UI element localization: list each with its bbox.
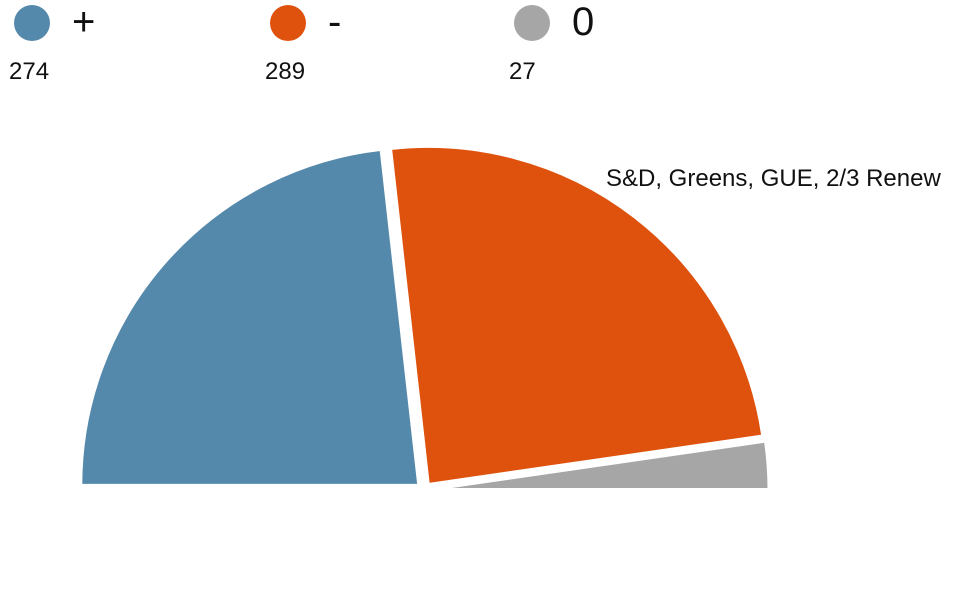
- chart-annotation: S&D, Greens, GUE, 2/3 Renew: [606, 165, 941, 192]
- legend-item-minus: - 289: [265, 0, 490, 100]
- legend-count-minus: 289: [265, 58, 306, 85]
- legend: + 274 - 289 0 27: [0, 0, 978, 100]
- chart-slices: [79, 145, 771, 491]
- legend-label-plus: +: [72, 0, 96, 44]
- legend-item-plus: + 274: [9, 0, 234, 100]
- legend-label-zero: 0: [572, 0, 595, 44]
- slice-plus: [79, 147, 421, 487]
- legend-dot-plus: [14, 5, 50, 41]
- legend-count-plus: 274: [9, 58, 50, 85]
- legend-count-zero: 27: [509, 58, 536, 85]
- legend-label-minus: -: [328, 0, 342, 44]
- slice-zero: [429, 439, 771, 491]
- slice-minus: [389, 145, 765, 486]
- legend-dot-minus: [270, 5, 306, 41]
- legend-dot-zero: [514, 5, 550, 41]
- legend-item-zero: 0 27: [509, 0, 734, 100]
